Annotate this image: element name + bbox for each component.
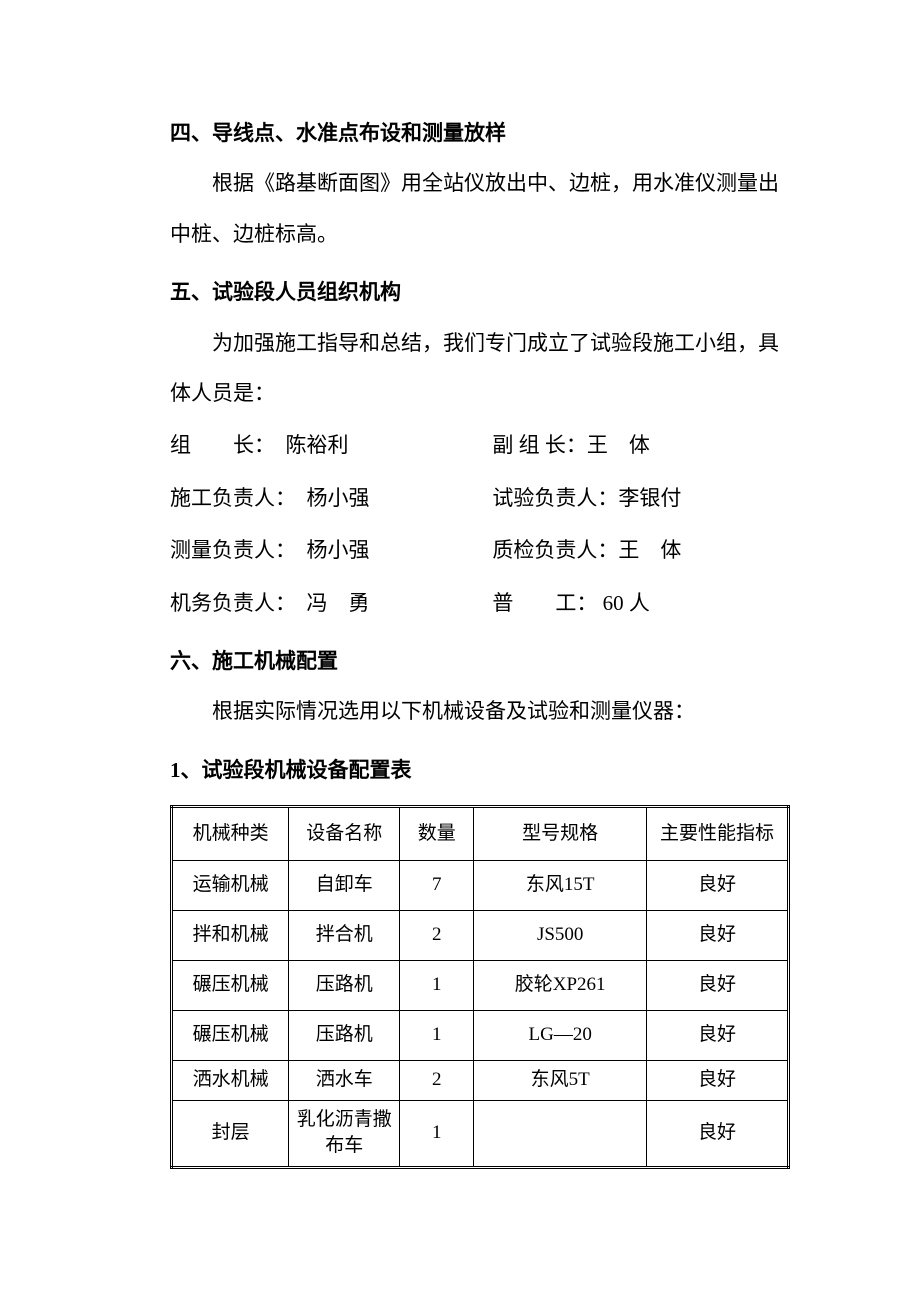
- table-header-cell: 数量: [400, 807, 474, 861]
- table-cell: 2: [400, 1061, 474, 1101]
- role-label: 质检负责人：: [492, 525, 618, 575]
- equipment-table: 机械种类 设备名称 数量 型号规格 主要性能指标 运输机械自卸车7东风15T良好…: [170, 805, 790, 1169]
- table-row: 运输机械自卸车7东风15T良好: [172, 861, 789, 911]
- table-cell: 压路机: [289, 1011, 400, 1061]
- table-cell: 良好: [647, 1011, 789, 1061]
- role-label: 施工负责人：: [170, 473, 307, 523]
- table-cell: [474, 1100, 647, 1167]
- person-name: 杨小强: [307, 473, 370, 523]
- personnel-row: 施工负责人： 杨小强 试验负责人： 李银付: [170, 473, 790, 523]
- person-name: 陈裕利: [286, 420, 349, 470]
- table-cell: 良好: [647, 861, 789, 911]
- table-row: 封层乳化沥青撒布车1 良好: [172, 1100, 789, 1167]
- person-name: 王 体: [618, 525, 681, 575]
- table-header-cell: 型号规格: [474, 807, 647, 861]
- table-row: 拌和机械拌合机2JS500良好: [172, 911, 789, 961]
- document-body: 四、导线点、水准点布设和测量放样 根据《路基断面图》用全站仪放出中、边桩，用水准…: [170, 108, 790, 1169]
- table-cell: 压路机: [289, 961, 400, 1011]
- table-header-row: 机械种类 设备名称 数量 型号规格 主要性能指标: [172, 807, 789, 861]
- section-6-heading: 六、施工机械配置: [170, 636, 790, 686]
- role-label: 测量负责人：: [170, 525, 307, 575]
- table-cell: 洒水车: [289, 1061, 400, 1101]
- table-cell: 东风5T: [474, 1061, 647, 1101]
- role-label: 副 组 长：: [492, 420, 587, 470]
- table-header-cell: 机械种类: [172, 807, 289, 861]
- table-cell: 东风15T: [474, 861, 647, 911]
- table-cell: 运输机械: [172, 861, 289, 911]
- table-header-cell: 主要性能指标: [647, 807, 789, 861]
- table-cell: 乳化沥青撒布车: [289, 1100, 400, 1167]
- person-name: 王 体: [587, 420, 650, 470]
- table-cell: 拌和机械: [172, 911, 289, 961]
- table-cell: 良好: [647, 1100, 789, 1167]
- table-cell: 碾压机械: [172, 1011, 289, 1061]
- table-cell: 7: [400, 861, 474, 911]
- personnel-row: 组 长： 陈裕利 副 组 长： 王 体: [170, 420, 790, 470]
- section-6-paragraph: 根据实际情况选用以下机械设备及试验和测量仪器：: [170, 686, 790, 736]
- section-5-heading: 五、试验段人员组织机构: [170, 267, 790, 317]
- table-row: 碾压机械压路机1LG—20良好: [172, 1011, 789, 1061]
- personnel-row: 机务负责人： 冯 勇 普 工： 60 人: [170, 578, 790, 628]
- person-name: 杨小强: [307, 525, 370, 575]
- role-label: 试验负责人：: [492, 473, 618, 523]
- table-row: 洒水机械洒水车2东风5T良好: [172, 1061, 789, 1101]
- table-cell: 1: [400, 1100, 474, 1167]
- table-cell: 良好: [647, 1061, 789, 1101]
- table-row: 碾压机械压路机1胶轮XP261良好: [172, 961, 789, 1011]
- role-label: 普 工：: [492, 578, 597, 628]
- table-cell: 自卸车: [289, 861, 400, 911]
- section-5-paragraph: 为加强施工指导和总结，我们专门成立了试验段施工小组，具体人员是：: [170, 318, 790, 419]
- table-body: 运输机械自卸车7东风15T良好拌和机械拌合机2JS500良好碾压机械压路机1胶轮…: [172, 861, 789, 1168]
- table-cell: 良好: [647, 961, 789, 1011]
- personnel-row: 测量负责人： 杨小强 质检负责人： 王 体: [170, 525, 790, 575]
- person-name: 60 人: [597, 578, 650, 628]
- role-label: 机务负责人：: [170, 578, 307, 628]
- table-cell: 2: [400, 911, 474, 961]
- table-cell: 1: [400, 1011, 474, 1061]
- table-cell: 良好: [647, 911, 789, 961]
- table-cell: 拌合机: [289, 911, 400, 961]
- table-cell: 碾压机械: [172, 961, 289, 1011]
- table-cell: LG—20: [474, 1011, 647, 1061]
- section-4-paragraph: 根据《路基断面图》用全站仪放出中、边桩，用水准仪测量出中桩、边桩标高。: [170, 158, 790, 259]
- table-cell: JS500: [474, 911, 647, 961]
- table-cell: 封层: [172, 1100, 289, 1167]
- equipment-table-wrapper: 机械种类 设备名称 数量 型号规格 主要性能指标 运输机械自卸车7东风15T良好…: [170, 805, 790, 1169]
- role-label: 组 长：: [170, 420, 286, 470]
- section-4-heading: 四、导线点、水准点布设和测量放样: [170, 108, 790, 158]
- table-cell: 1: [400, 961, 474, 1011]
- table-title: 1、试验段机械设备配置表: [170, 745, 790, 795]
- person-name: 冯 勇: [307, 578, 370, 628]
- table-cell: 洒水机械: [172, 1061, 289, 1101]
- person-name: 李银付: [618, 473, 681, 523]
- table-cell: 胶轮XP261: [474, 961, 647, 1011]
- table-header-cell: 设备名称: [289, 807, 400, 861]
